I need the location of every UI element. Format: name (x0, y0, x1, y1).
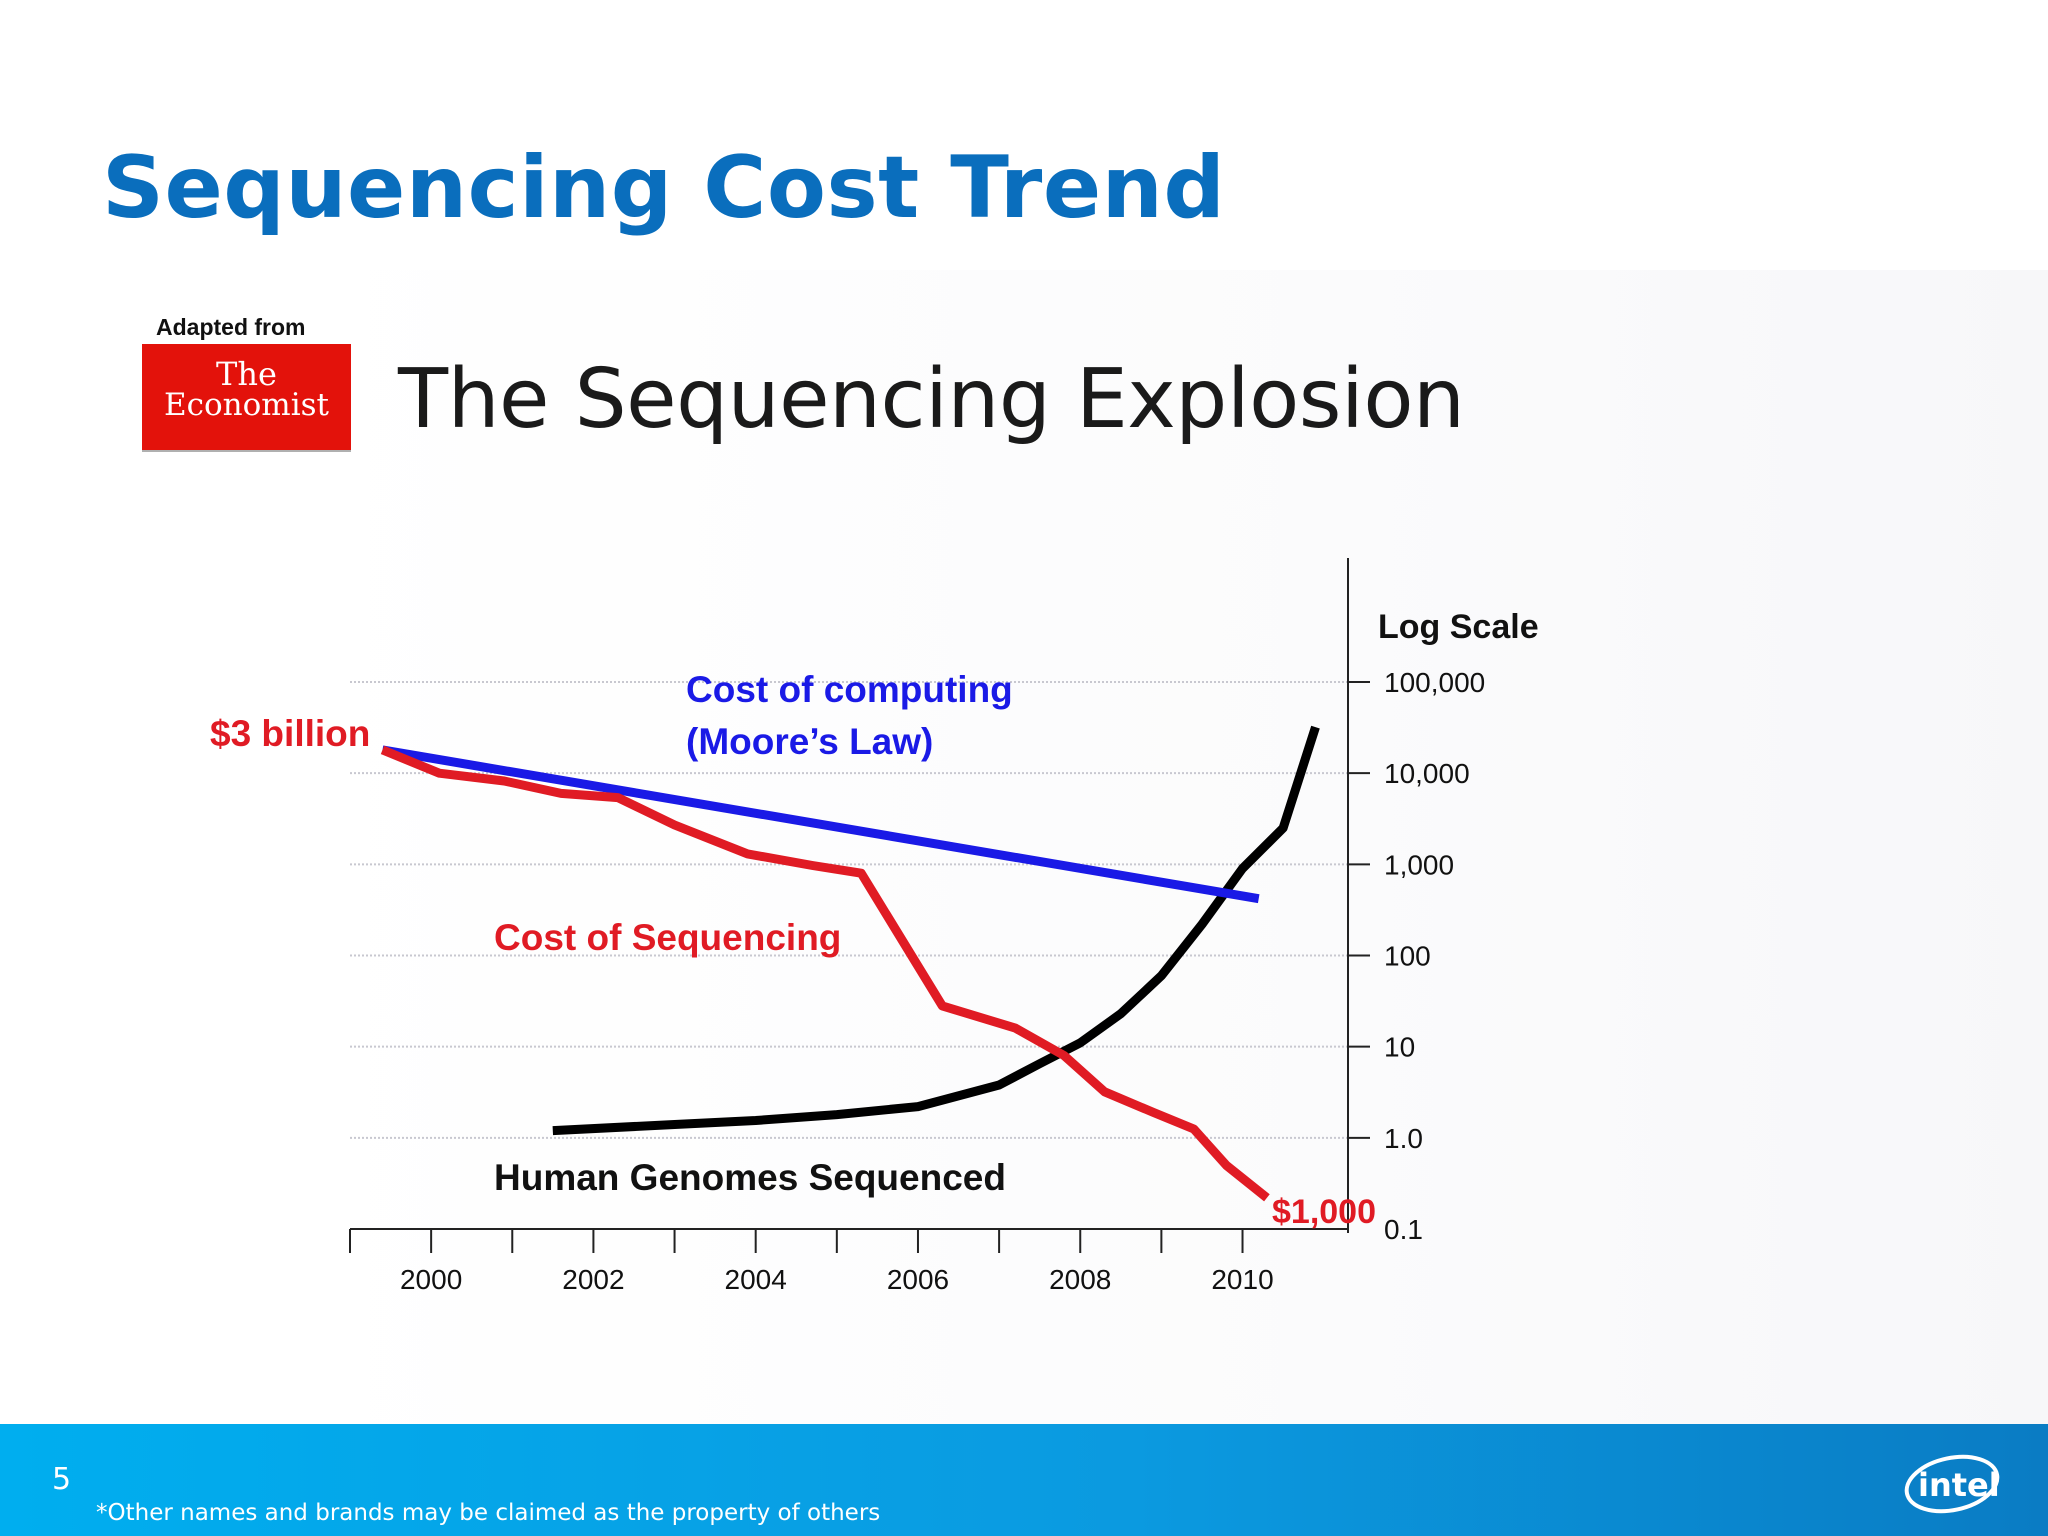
x-tick-label: 2002 (562, 1264, 624, 1295)
page-number: 5 (52, 1462, 72, 1497)
x-tick-label: 2010 (1211, 1264, 1273, 1295)
x-tick-label: 2008 (1049, 1264, 1111, 1295)
economist-logo-line2: Economist (164, 387, 329, 423)
series-line-cost-of-sequencing (380, 745, 1270, 1202)
intel-logo: intel (1904, 1454, 2000, 1514)
adapted-from-label: Adapted from (156, 314, 306, 340)
svg-text:intel: intel (1918, 1466, 2000, 1504)
slide-title: Sequencing Cost Trend (102, 138, 1226, 238)
y-tick-label: 1,000 (1384, 849, 1454, 880)
x-tick-label: 2000 (400, 1264, 462, 1295)
footer-bar: 5 *Other names and brands may be claimed… (0, 1424, 2048, 1536)
disclaimer-text: *Other names and brands may be claimed a… (96, 1500, 881, 1526)
y-tick-label: 100 (1384, 941, 1431, 972)
y-tick-label: 100,000 (1384, 667, 1485, 698)
sequencing-chart: 100,000 10,000 1,000 100 10 1.0 0.1 Log Scale 20… (210, 558, 1539, 1295)
series-label-computing-line2: (Moore’s Law) (686, 721, 933, 762)
y-tick-label: 0.1 (1384, 1214, 1423, 1245)
series-label-sequencing: Cost of Sequencing (494, 917, 841, 958)
annotation-end-cost: $1,000 (1272, 1193, 1376, 1231)
series-label-computing-line1: Cost of computing (686, 669, 1013, 710)
economist-logo: The Economist (142, 344, 351, 450)
series-label-genomes: Human Genomes Sequenced (494, 1157, 1006, 1198)
x-tick-label: 2006 (887, 1264, 949, 1295)
series-line-cost-of-computing-moore-s-law (381, 745, 1260, 904)
y-tick-label: 10,000 (1384, 758, 1470, 789)
y-tick-label: 10 (1384, 1032, 1415, 1063)
y-tick-label: 1.0 (1384, 1123, 1423, 1154)
economist-logo-line1: The (216, 355, 277, 393)
x-tick-label: 2004 (725, 1264, 787, 1295)
y-axis-title: Log Scale (1378, 608, 1539, 646)
figure-background (300, 270, 2048, 1425)
figure-title: The Sequencing Explosion (398, 352, 1465, 447)
annotation-start-cost: $3 billion (210, 713, 370, 754)
